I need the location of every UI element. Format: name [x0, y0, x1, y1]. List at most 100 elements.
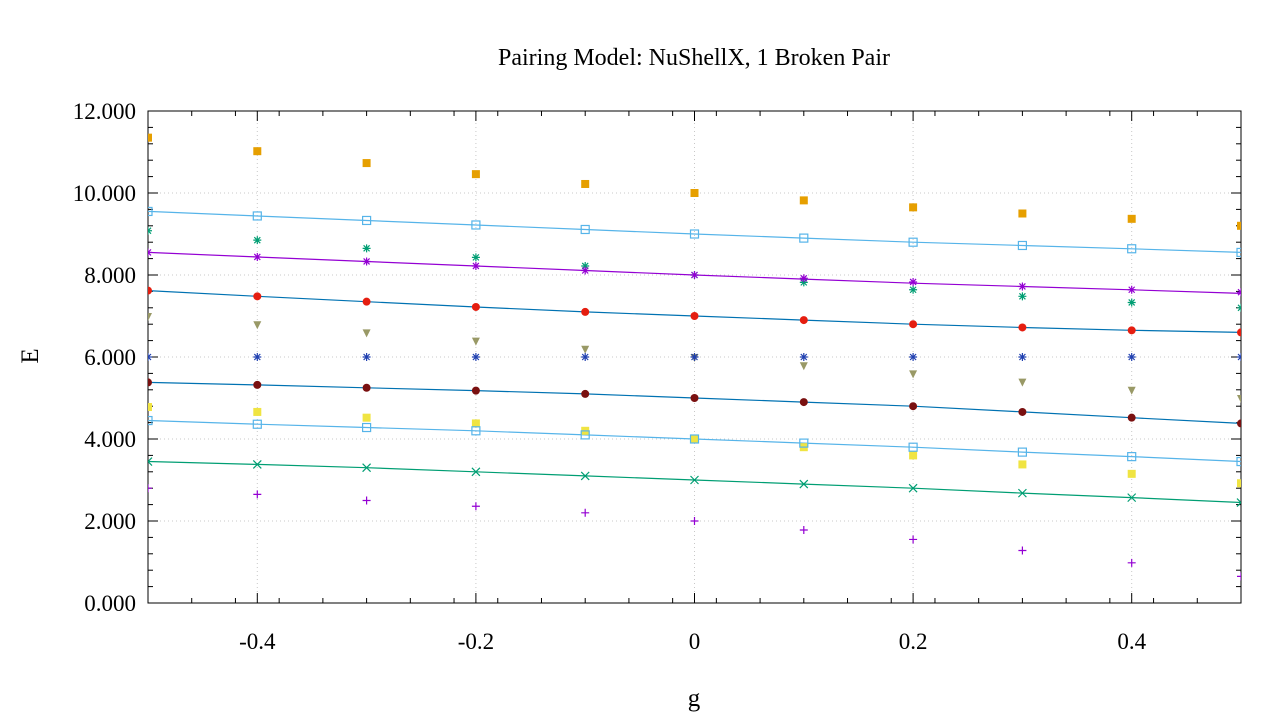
data-point [1127, 469, 1136, 478]
data-point [471, 220, 481, 230]
data-point [471, 467, 481, 477]
y-tick-label: 10.000 [73, 181, 136, 206]
data-point [252, 419, 262, 429]
series-1 [148, 133, 1241, 230]
data-point [909, 285, 918, 294]
series-11 [148, 457, 1241, 507]
data-point [253, 252, 262, 261]
data-point [909, 402, 918, 411]
data-point [581, 345, 590, 354]
data-point [253, 380, 262, 389]
data-point [148, 353, 152, 361]
data-point [1236, 498, 1241, 507]
data-point [148, 378, 152, 387]
data-point [148, 403, 152, 412]
data-point [1127, 413, 1136, 422]
data-point [253, 321, 262, 330]
data-point [908, 442, 918, 452]
data-point [1237, 395, 1241, 403]
data-point [148, 248, 152, 257]
data-point [689, 229, 700, 239]
data-point [1017, 240, 1028, 251]
data-point [909, 370, 918, 379]
data-point [1127, 326, 1136, 335]
data-point [148, 457, 153, 466]
x-tick-label: -0.2 [458, 629, 494, 654]
y-tick-label: 6.000 [84, 345, 136, 370]
y-tick-label: 2.000 [84, 509, 136, 534]
data-point [362, 422, 372, 433]
data-point [253, 407, 262, 416]
data-point [690, 312, 699, 320]
data-point [471, 253, 480, 262]
data-point [1127, 353, 1136, 361]
series-12 [148, 484, 1241, 581]
data-point [799, 353, 808, 361]
data-point [148, 415, 153, 426]
data-point [148, 133, 152, 142]
data-point [799, 479, 809, 489]
data-point [471, 419, 480, 428]
data-point [690, 435, 699, 443]
data-point [1127, 298, 1136, 307]
data-point [690, 475, 699, 485]
data-point [909, 277, 918, 286]
x-axis-title: g [688, 685, 701, 712]
data-point [799, 274, 808, 283]
series-4 [148, 248, 1241, 297]
data-point [471, 426, 481, 436]
data-point [580, 471, 590, 481]
data-point [799, 362, 808, 371]
data-point [252, 211, 262, 221]
data-point [471, 502, 480, 511]
data-point [362, 159, 371, 168]
x-tick-label: 0.4 [1117, 629, 1146, 654]
data-point [1237, 288, 1241, 297]
data-point [909, 203, 918, 212]
y-axis-title: E [17, 348, 44, 363]
data-point [253, 353, 262, 361]
data-point [909, 535, 918, 544]
data-point [362, 496, 371, 505]
data-point [362, 329, 371, 338]
data-point [1237, 328, 1241, 337]
data-point [253, 147, 262, 156]
data-point [909, 353, 918, 361]
data-point [799, 398, 808, 407]
data-point [253, 490, 262, 499]
y-tick-label: 4.000 [84, 427, 136, 452]
data-point [1018, 407, 1027, 416]
axis-layer: -0.4 -0.2 0 0.2 0.4 0.000 2.000 4.000 6.000 8.000… [73, 99, 1242, 654]
data-point [690, 517, 699, 525]
x-tick-label: 0 [689, 629, 701, 654]
series-6 [148, 313, 1241, 403]
data-point [1237, 572, 1241, 581]
data-point [1237, 303, 1241, 312]
data-point [909, 451, 918, 460]
markers-layer [148, 133, 1241, 581]
data-point [471, 386, 480, 395]
data-point [1018, 209, 1027, 218]
data-point [471, 261, 480, 270]
data-point [690, 394, 699, 402]
data-point [908, 483, 918, 493]
series-2 [148, 206, 1241, 258]
data-point [799, 316, 808, 325]
chart-title: Pairing Model: NuShellX, 1 Broken Pair [498, 45, 890, 71]
data-point [581, 307, 590, 316]
data-point [362, 413, 371, 422]
data-point [253, 292, 262, 301]
data-point [581, 266, 590, 275]
data-point [581, 261, 590, 270]
data-point [471, 337, 480, 346]
data-point [1127, 285, 1136, 294]
data-point [148, 226, 152, 235]
data-point [690, 271, 699, 279]
data-point [1018, 282, 1027, 291]
data-point [1018, 323, 1027, 332]
fit-line-4 [148, 381, 1241, 424]
data-point [148, 286, 152, 295]
data-point [1018, 353, 1027, 361]
